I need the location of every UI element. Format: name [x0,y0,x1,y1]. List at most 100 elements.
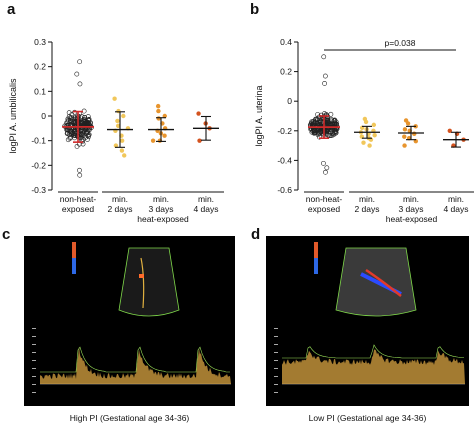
scale-tick [274,376,278,377]
doppler-render [32,242,231,393]
data-point [162,133,167,138]
x-tick-label: 2 days [107,204,132,214]
x-tick-label: 3 days [398,204,423,214]
scale-tick [32,360,36,361]
x-tick-label: min. [359,194,375,204]
panel-label-d: d [251,226,261,243]
x-tick-label: min. [448,194,464,204]
data-point [402,143,407,148]
data-point [112,96,117,101]
x-tick-label: 3 days [148,204,173,214]
data-point [68,130,74,136]
caption-low-pi: Low PI (Gestational age 34-36) [308,413,427,423]
doppler-waveform [40,346,231,384]
data-point [363,119,369,125]
data-point [72,133,77,138]
data-point [119,138,125,143]
x-tick-label: min. [198,194,214,204]
x-tick-label: 4 days [193,204,218,214]
scale-tick [32,328,36,329]
outlier-point [77,59,83,65]
data-point [82,118,88,123]
scale-tick [274,344,278,345]
data-point [326,120,332,126]
data-point [328,111,334,117]
category-0: non-heat-exposed [306,54,342,214]
y-tick-label: 0 [287,96,292,106]
x-tick-label: min. [403,194,419,204]
data-point [69,114,74,120]
color-scale-top [314,242,318,258]
doppler-render [274,242,465,393]
scale-tick [274,336,278,337]
data-point [85,133,91,138]
data-point [333,130,338,136]
doppler-waveform [282,349,465,384]
category-3: min.4 days [443,128,469,214]
y-tick-label: -0.2 [31,160,46,170]
category-2: min.3 days [398,118,424,214]
data-point [197,138,202,143]
chart-b-plot: 0.4 0.2 0 -0.2 -0.4 -0.6 logPI A. uterina non-h… [254,37,474,224]
data-point [320,114,326,120]
x-tick-label: non-heat- [60,194,97,204]
outlier-point [324,165,330,171]
category-3: min.4 days [193,111,219,214]
data-point [402,127,408,132]
y-tick-label: -0.3 [31,185,46,195]
data-point [308,120,314,126]
significance-label: p=0.038 [385,38,416,48]
y-tick-label: -0.1 [31,136,46,146]
panel-label-a: a [7,1,16,18]
flow-red [365,268,402,297]
cursor-line [140,257,145,309]
scale-tick [274,360,278,361]
data-point [311,127,317,133]
envelope-trace [40,346,230,373]
group-label: heat-exposed [386,214,438,224]
data-point [316,134,322,140]
outlier-point [77,172,83,178]
data-point [325,117,331,123]
y-tick-label: -0.2 [277,126,292,136]
data-point [78,132,84,138]
flow-spot [139,274,144,278]
data-point [331,132,337,137]
scale-tick [32,376,36,377]
data-point [119,148,125,153]
envelope-trace [282,344,465,359]
x-tick-label: min. [112,194,128,204]
data-point [71,120,77,126]
data-point [113,143,119,148]
data-point [69,132,75,137]
outlier-point [321,54,327,60]
panel-label-b: b [250,1,260,18]
data-point [66,132,72,137]
data-point [315,132,321,138]
data-point [115,123,121,129]
data-point [122,153,127,158]
data-point [412,131,417,136]
caption-high-pi: High PI (Gestational age 34-36) [69,413,190,423]
chart-a-umbilicalis: 0.3 0.2 0.1 0 -0.1 -0.2 -0.3 logPI A. umbilical… [8,37,224,224]
x-tick-label: 2 days [354,204,379,214]
data-point [361,140,366,145]
data-point [74,144,80,149]
color-scale-bottom [72,258,76,274]
data-point [162,113,167,119]
data-point [367,143,372,148]
y-axis-title: logPI A. uterina [254,85,264,146]
data-point [156,108,161,114]
scale-tick [274,392,278,393]
outlier-point [323,169,328,175]
outlier-point [321,160,326,166]
category-1: min.2 days [354,116,380,214]
color-scale-bottom [314,258,318,274]
data-point [85,136,90,142]
data-point [155,103,161,109]
scale-tick [274,384,278,385]
scale-tick [32,336,36,337]
data-point [371,122,377,128]
y-tick-label: 0.1 [34,86,46,96]
y-tick-label: -0.4 [277,155,292,165]
